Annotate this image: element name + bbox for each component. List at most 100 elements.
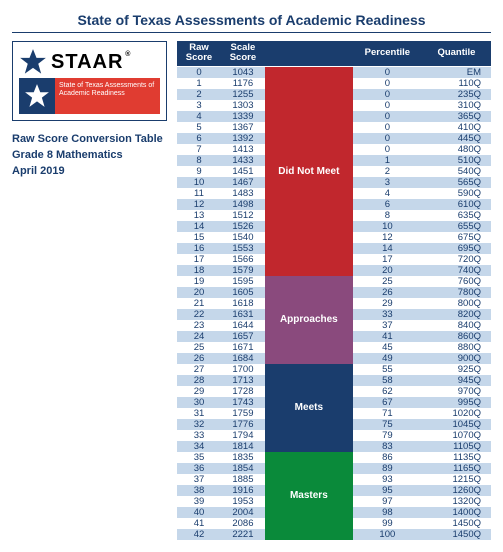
- cell-scale: 1512: [221, 210, 265, 221]
- table-row: 271700Meets55925Q: [177, 364, 491, 375]
- cell-pct: 45: [353, 342, 422, 353]
- cell-quant: 1450Q: [422, 518, 491, 529]
- meta-grade: Grade 8 Mathematics: [12, 149, 167, 161]
- meta-date: April 2019: [12, 165, 167, 177]
- cell-quant: 1400Q: [422, 507, 491, 518]
- cell-pct: 37: [353, 320, 422, 331]
- cell-quant: 695Q: [422, 243, 491, 254]
- cell-pct: 83: [353, 441, 422, 452]
- cell-scale: 1759: [221, 408, 265, 419]
- cell-quant: EM: [422, 66, 491, 78]
- cell-quant: 610Q: [422, 199, 491, 210]
- cell-pct: 41: [353, 331, 422, 342]
- cell-scale: 1595: [221, 276, 265, 287]
- cell-pct: 12: [353, 232, 422, 243]
- cell-scale: 1553: [221, 243, 265, 254]
- cell-quant: 1045Q: [422, 419, 491, 430]
- cell-raw: 25: [177, 342, 221, 353]
- cell-quant: 840Q: [422, 320, 491, 331]
- cell-quant: 1450Q: [422, 529, 491, 540]
- cell-pct: 62: [353, 386, 422, 397]
- cell-raw: 7: [177, 144, 221, 155]
- col-band: [265, 41, 353, 66]
- cell-raw: 37: [177, 474, 221, 485]
- cell-pct: 67: [353, 397, 422, 408]
- cell-pct: 98: [353, 507, 422, 518]
- cell-raw: 3: [177, 100, 221, 111]
- cell-pct: 95: [353, 485, 422, 496]
- cell-pct: 0: [353, 144, 422, 155]
- cell-scale: 1303: [221, 100, 265, 111]
- cell-raw: 6: [177, 133, 221, 144]
- cell-scale: 1814: [221, 441, 265, 452]
- page-title: State of Texas Assessments of Academic R…: [12, 12, 491, 33]
- cell-scale: 1498: [221, 199, 265, 210]
- cell-raw: 36: [177, 463, 221, 474]
- table-row: 01043Did Not Meet0EM: [177, 66, 491, 78]
- band-cell: Did Not Meet: [265, 66, 353, 276]
- cell-raw: 22: [177, 309, 221, 320]
- cell-pct: 0: [353, 100, 422, 111]
- cell-raw: 4: [177, 111, 221, 122]
- table-row: 191595Approaches25760Q: [177, 276, 491, 287]
- cell-pct: 26: [353, 287, 422, 298]
- cell-quant: 410Q: [422, 122, 491, 133]
- star-icon-white: [24, 83, 50, 109]
- cell-quant: 365Q: [422, 111, 491, 122]
- band-cell: Meets: [265, 364, 353, 452]
- cell-pct: 100: [353, 529, 422, 540]
- cell-quant: 925Q: [422, 364, 491, 375]
- cell-scale: 1671: [221, 342, 265, 353]
- cell-raw: 40: [177, 507, 221, 518]
- cell-pct: 97: [353, 496, 422, 507]
- cell-raw: 31: [177, 408, 221, 419]
- logo-tagline: State of Texas Assessments of Academic R…: [55, 78, 160, 114]
- cell-pct: 89: [353, 463, 422, 474]
- cell-pct: 17: [353, 254, 422, 265]
- cell-pct: 0: [353, 89, 422, 100]
- cell-raw: 10: [177, 177, 221, 188]
- cell-quant: 110Q: [422, 78, 491, 89]
- cell-pct: 49: [353, 353, 422, 364]
- cell-pct: 58: [353, 375, 422, 386]
- cell-scale: 1043: [221, 66, 265, 78]
- cell-scale: 1644: [221, 320, 265, 331]
- cell-raw: 19: [177, 276, 221, 287]
- cell-raw: 13: [177, 210, 221, 221]
- cell-raw: 29: [177, 386, 221, 397]
- cell-raw: 35: [177, 452, 221, 463]
- cell-quant: 540Q: [422, 166, 491, 177]
- cell-scale: 1885: [221, 474, 265, 485]
- cell-quant: 655Q: [422, 221, 491, 232]
- cell-scale: 1526: [221, 221, 265, 232]
- cell-scale: 1631: [221, 309, 265, 320]
- cell-quant: 800Q: [422, 298, 491, 309]
- cell-raw: 9: [177, 166, 221, 177]
- cell-pct: 0: [353, 78, 422, 89]
- conversion-table: Raw Score Scale Score Percentile Quantil…: [177, 41, 491, 540]
- cell-scale: 2221: [221, 529, 265, 540]
- cell-pct: 8: [353, 210, 422, 221]
- cell-quant: 760Q: [422, 276, 491, 287]
- cell-quant: 1020Q: [422, 408, 491, 419]
- cell-raw: 11: [177, 188, 221, 199]
- cell-pct: 0: [353, 111, 422, 122]
- cell-quant: 635Q: [422, 210, 491, 221]
- cell-raw: 0: [177, 66, 221, 78]
- cell-raw: 27: [177, 364, 221, 375]
- cell-quant: 445Q: [422, 133, 491, 144]
- cell-scale: 1700: [221, 364, 265, 375]
- cell-quant: 590Q: [422, 188, 491, 199]
- cell-scale: 1605: [221, 287, 265, 298]
- cell-pct: 0: [353, 122, 422, 133]
- cell-scale: 2086: [221, 518, 265, 529]
- cell-quant: 820Q: [422, 309, 491, 320]
- cell-quant: 510Q: [422, 155, 491, 166]
- star-box: [19, 78, 55, 114]
- cell-raw: 17: [177, 254, 221, 265]
- cell-pct: 79: [353, 430, 422, 441]
- cell-raw: 33: [177, 430, 221, 441]
- cell-raw: 42: [177, 529, 221, 540]
- cell-raw: 34: [177, 441, 221, 452]
- cell-scale: 1579: [221, 265, 265, 276]
